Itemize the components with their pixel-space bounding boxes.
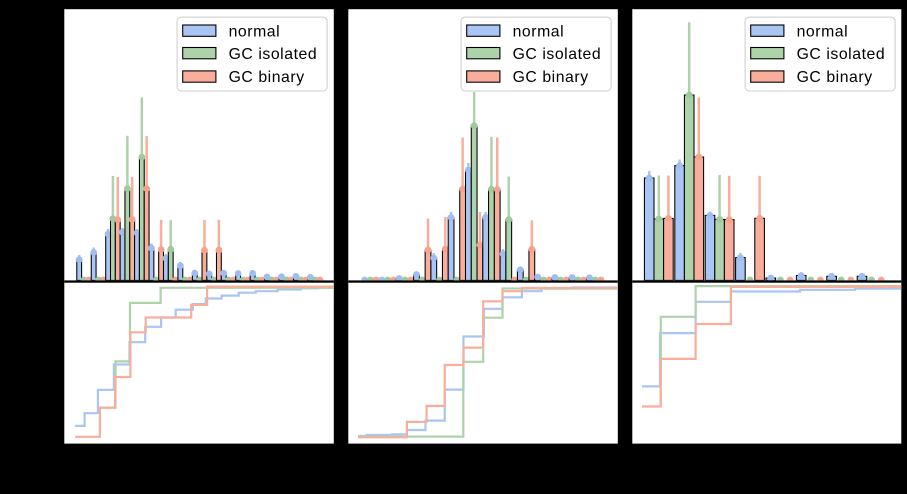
svg-text:normal: normal xyxy=(797,23,849,40)
svg-text:normal: normal xyxy=(513,23,565,40)
svg-text:normal: normal xyxy=(229,23,281,40)
svg-text:GC isolated: GC isolated xyxy=(229,46,318,63)
svg-text:GC isolated: GC isolated xyxy=(513,46,602,63)
svg-text:GC binary: GC binary xyxy=(513,69,589,86)
svg-text:GC binary: GC binary xyxy=(797,69,873,86)
svg-text:GC binary: GC binary xyxy=(229,69,305,86)
svg-text:GC isolated: GC isolated xyxy=(797,46,886,63)
